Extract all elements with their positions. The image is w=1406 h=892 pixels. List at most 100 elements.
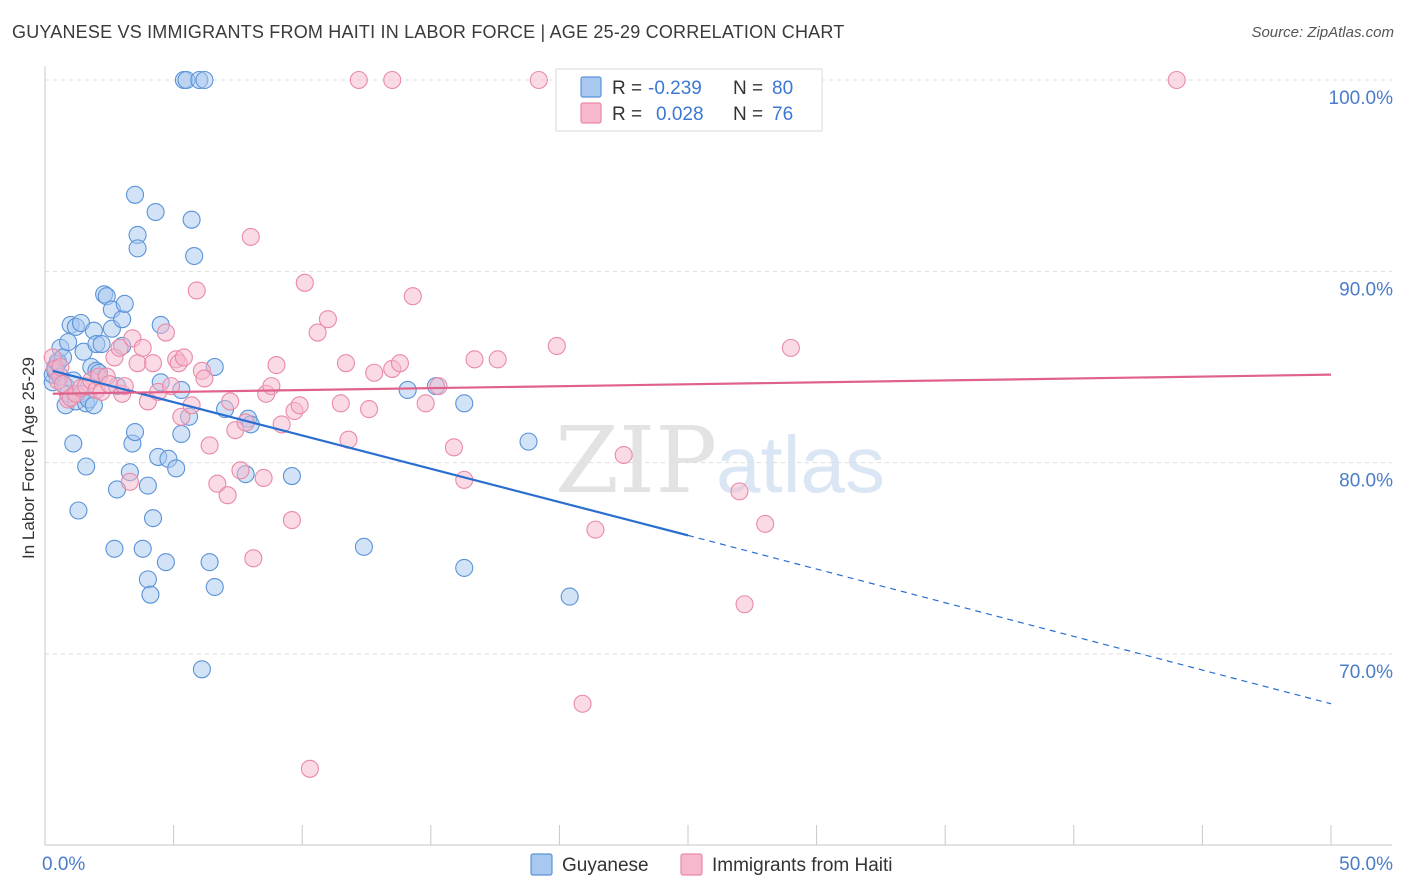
data-point xyxy=(282,511,301,530)
data-point xyxy=(244,549,263,568)
x-tick-label-max: 50.0% xyxy=(1339,854,1393,875)
data-point xyxy=(172,424,191,444)
data-point xyxy=(77,457,96,476)
y-tick-label: 90.0% xyxy=(1339,279,1393,300)
watermark: ZIP atlas xyxy=(555,407,885,514)
data-point xyxy=(200,553,219,572)
data-point xyxy=(756,514,775,533)
data-point xyxy=(781,338,800,357)
grid-lines xyxy=(45,79,1392,655)
legend-r-label-pink: R = xyxy=(612,104,642,125)
data-point xyxy=(195,369,214,388)
trend-line-haiti xyxy=(52,373,1332,395)
legend-r-value-blue: -0.239 xyxy=(648,78,702,99)
data-point xyxy=(267,356,286,375)
data-point xyxy=(138,570,157,589)
data-point xyxy=(365,363,384,382)
y-tick-label: 100.0% xyxy=(1329,88,1394,109)
bottom-legend-label-guyanese: Guyanese xyxy=(562,855,649,876)
series-haiti-points xyxy=(43,70,1186,778)
data-point xyxy=(200,436,219,455)
data-point xyxy=(308,323,327,342)
data-point xyxy=(429,377,448,396)
data-point xyxy=(547,336,566,356)
data-point xyxy=(383,70,402,90)
data-point xyxy=(125,185,145,204)
data-point xyxy=(573,694,592,713)
x-tick-labels: 0.0% 50.0% xyxy=(42,854,1393,875)
data-point xyxy=(133,539,152,558)
legend-n-value-blue: 80 xyxy=(772,78,793,99)
data-point xyxy=(172,407,191,426)
data-point xyxy=(195,70,214,90)
data-point xyxy=(156,323,175,342)
data-point xyxy=(182,210,201,229)
data-point xyxy=(174,348,193,367)
x-tick-label-min: 0.0% xyxy=(42,854,85,875)
data-point xyxy=(519,432,538,451)
data-point xyxy=(125,423,145,442)
data-point xyxy=(360,400,379,419)
legend-r-value-pink: 0.028 xyxy=(656,104,704,125)
data-point xyxy=(185,246,204,266)
data-point xyxy=(205,577,224,597)
data-point xyxy=(92,334,111,354)
data-point xyxy=(231,461,250,480)
data-point xyxy=(390,354,409,373)
legend-box: R = -0.239 N = 80 R = 0.028 N = 76 xyxy=(555,68,823,132)
y-tick-label: 80.0% xyxy=(1339,471,1393,492)
data-point xyxy=(455,558,474,577)
data-point xyxy=(586,520,605,539)
chart-title: GUYANESE VS IMMIGRANTS FROM HAITI IN LAB… xyxy=(12,22,845,42)
trend-lines xyxy=(52,369,1332,705)
data-point xyxy=(488,350,507,369)
data-point xyxy=(295,273,314,292)
data-point xyxy=(141,585,160,604)
data-point xyxy=(354,537,373,556)
data-point xyxy=(444,438,463,457)
data-point xyxy=(120,472,139,491)
data-point xyxy=(64,434,83,453)
bottom-legend: Guyanese Immigrants from Haiti xyxy=(530,853,893,876)
data-point xyxy=(403,287,422,306)
data-point xyxy=(730,482,749,501)
data-point xyxy=(300,759,319,778)
data-point xyxy=(110,338,129,357)
data-point xyxy=(349,70,368,90)
data-point xyxy=(398,380,417,400)
y-tick-labels: 70.0% 80.0% 90.0% 100.0% xyxy=(1329,88,1394,683)
series-guyanese-points xyxy=(43,70,579,679)
data-point xyxy=(161,377,181,396)
data-point xyxy=(128,239,147,258)
data-point xyxy=(138,476,157,495)
data-point xyxy=(416,394,435,413)
data-point xyxy=(156,553,175,572)
legend-r-label-blue: R = xyxy=(612,78,642,99)
bottom-legend-swatch-haiti xyxy=(680,853,703,876)
trend-line-guyanese xyxy=(52,369,689,537)
legend-n-label-pink: N = xyxy=(733,104,763,125)
data-point xyxy=(735,595,754,614)
legend-n-value-pink: 76 xyxy=(772,104,793,125)
legend-n-label-blue: N = xyxy=(733,78,763,99)
data-point xyxy=(143,354,163,373)
data-point xyxy=(254,468,273,488)
trend-line-guyanese-extension xyxy=(687,534,1332,705)
data-point xyxy=(282,467,301,486)
data-point xyxy=(241,227,260,246)
data-point xyxy=(455,394,474,413)
data-point xyxy=(318,310,337,329)
data-point xyxy=(614,445,633,465)
data-point xyxy=(290,396,309,415)
data-point xyxy=(167,459,186,478)
data-point xyxy=(187,281,206,300)
data-point xyxy=(115,294,134,313)
data-point xyxy=(208,474,227,493)
data-point xyxy=(59,333,78,352)
data-point xyxy=(105,539,124,558)
watermark-zip: ZIP xyxy=(555,407,717,514)
data-point xyxy=(331,394,350,413)
data-point xyxy=(1167,70,1186,90)
data-point xyxy=(143,509,163,528)
